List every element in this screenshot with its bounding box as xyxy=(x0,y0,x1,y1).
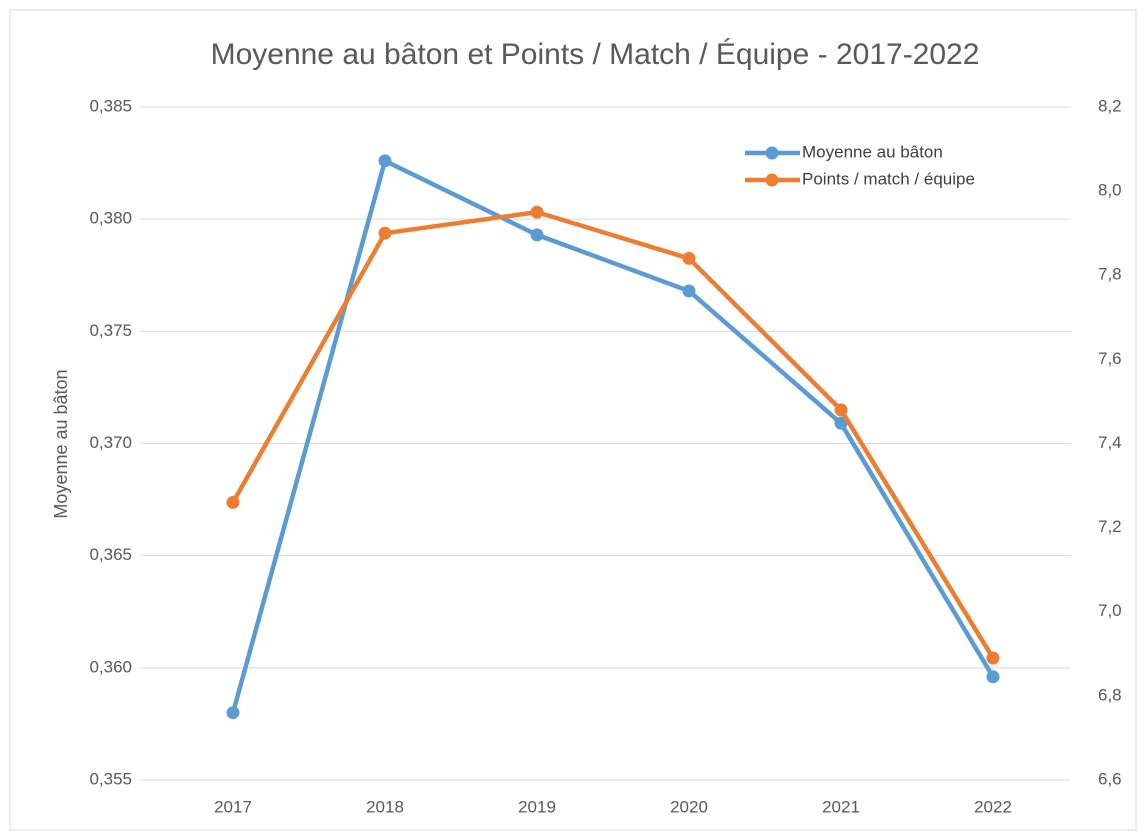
series-line xyxy=(230,158,995,714)
series-marker xyxy=(986,651,1000,665)
legend-marker xyxy=(765,146,779,160)
x-tick-label: 2017 xyxy=(214,797,252,816)
series-marker xyxy=(986,670,1000,684)
y2-tick-label: 8,0 xyxy=(1098,181,1122,200)
y-tick-label: 0,360 xyxy=(89,657,132,676)
series-marker xyxy=(834,416,848,430)
series-marker xyxy=(682,284,696,298)
series-marker xyxy=(378,154,392,168)
legend-marker xyxy=(765,173,779,187)
y-tick-label: 0,380 xyxy=(89,209,132,228)
x-tick-label: 2022 xyxy=(974,797,1012,816)
y2-tick-label: 7,4 xyxy=(1098,433,1122,452)
series-marker xyxy=(530,205,544,219)
y-tick-label: 0,385 xyxy=(89,96,132,115)
y2-tick-label: 6,8 xyxy=(1098,685,1122,704)
series-marker xyxy=(226,706,240,720)
x-tick-label: 2018 xyxy=(366,797,404,816)
y2-tick-label: 6,6 xyxy=(1098,769,1122,788)
y2-tick-label: 7,8 xyxy=(1098,265,1122,284)
series-marker xyxy=(530,228,544,242)
chart-title: Moyenne au bâton et Points / Match / Équ… xyxy=(211,38,980,71)
y-tick-label: 0,370 xyxy=(89,433,132,452)
x-tick-label: 2019 xyxy=(518,797,556,816)
x-tick-label: 2021 xyxy=(822,797,860,816)
y2-tick-label: 8,2 xyxy=(1098,96,1122,115)
series-marker xyxy=(834,403,848,417)
legend-label: Moyenne au bâton xyxy=(802,142,943,161)
y2-tick-label: 7,6 xyxy=(1098,349,1122,368)
series-line xyxy=(231,209,995,660)
y2-tick-label: 7,0 xyxy=(1098,601,1122,620)
series-marker xyxy=(682,251,696,265)
y-tick-label: 0,355 xyxy=(89,769,132,788)
legend-label: Points / match / équipe xyxy=(802,169,975,188)
series-marker xyxy=(226,495,240,509)
y-axis-title: Moyenne au bâton xyxy=(51,369,71,518)
chart-border xyxy=(9,9,1137,831)
y-tick-label: 0,375 xyxy=(89,321,132,340)
y-tick-label: 0,365 xyxy=(89,545,132,564)
series-marker xyxy=(378,226,392,240)
y2-tick-label: 7,2 xyxy=(1098,517,1122,536)
x-tick-label: 2020 xyxy=(670,797,708,816)
